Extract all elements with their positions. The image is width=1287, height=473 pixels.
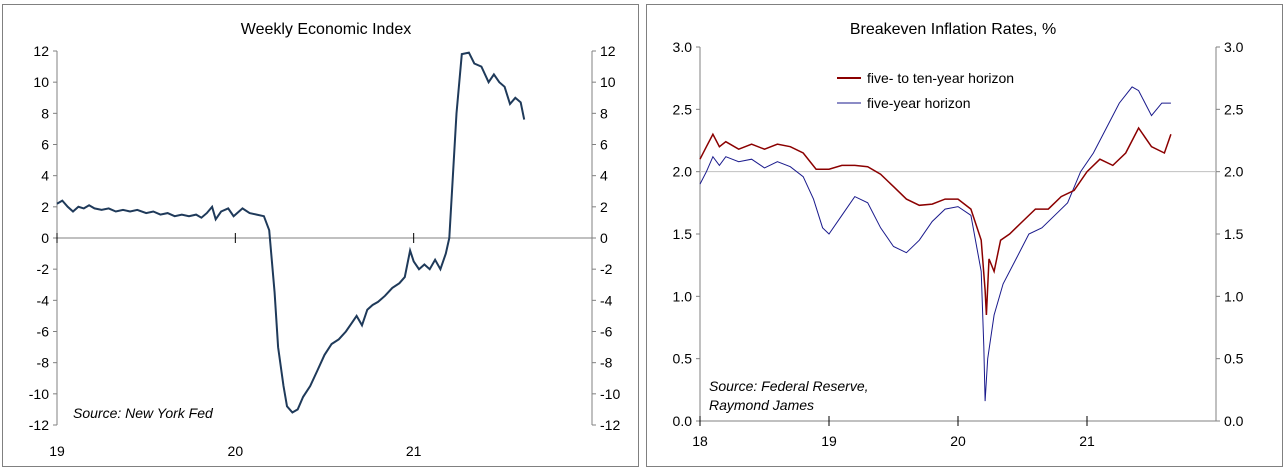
y-tick-label: 0.0 [673, 413, 693, 429]
y-tick-label: -8 [37, 355, 50, 371]
y-tick-label: 0.5 [673, 351, 693, 367]
y-tick-label: 0.5 [1224, 351, 1244, 367]
x-tick-labels: 19 20 21 [49, 443, 421, 459]
y-tick-label: -10 [29, 386, 49, 402]
y-tick-label: -4 [600, 292, 613, 308]
y-tick-label: 2.0 [1224, 164, 1244, 180]
y-tick-label: -6 [37, 324, 50, 340]
chart-title: Breakeven Inflation Rates, % [850, 21, 1056, 38]
y-tick-label: 2.5 [673, 101, 693, 117]
y-tick-label: 3.0 [1224, 39, 1244, 55]
y-tick-label: 1.0 [673, 288, 693, 304]
axes [696, 46, 1220, 426]
x-tick-label: 20 [950, 433, 966, 449]
y-tick-label: 6 [600, 137, 608, 153]
y-tick-label: 4 [41, 168, 49, 184]
x-tick-label: 18 [692, 433, 708, 449]
y-tick-label: 8 [600, 105, 608, 121]
right-y-tick-labels: 12 10 8 6 4 2 0 -2 -4 -6 -8 -10 -12 [600, 43, 620, 433]
x-tick-label: 19 [821, 433, 837, 449]
legend-label-five-year: five-year horizon [867, 95, 971, 111]
five-to-ten-year-series-line [699, 126, 1172, 316]
weekly-economic-index-panel: Weekly Economic Index 12 10 8 6 4 2 0 -2 -4 -6 -8-… [2, 4, 639, 467]
left-y-tick-labels: 3.0 2.5 2.0 1.5 1.0 0.5 0.0 [673, 39, 693, 429]
left-y-tick-labels: 12 10 8 6 4 2 0 -2 -4 -6 -8 -10 -12 [29, 43, 49, 433]
right-y-tick-labels: 3.0 2.5 2.0 1.5 1.0 0.5 0.0 [1224, 39, 1244, 429]
y-tick-label: 0 [41, 230, 49, 246]
y-tick-label: -4 [37, 292, 50, 308]
y-tick-label: -6 [600, 324, 613, 340]
y-tick-label: 12 [600, 43, 616, 59]
y-tick-label: 10 [33, 74, 49, 90]
legend: five- to ten-year horizon five-year hori… [837, 70, 1014, 111]
breakeven-inflation-panel: Breakeven Inflation Rates, % 3.0 2.5 2.0 1.… [646, 4, 1283, 467]
y-tick-label: 1.5 [1224, 226, 1244, 242]
x-tick-labels: 18 19 20 21 [692, 433, 1095, 449]
x-tick-label: 21 [1079, 433, 1095, 449]
wei-series-line [56, 51, 526, 414]
legend-label-five-to-ten: five- to ten-year horizon [867, 70, 1014, 86]
y-tick-label: 1.0 [1224, 288, 1244, 304]
x-tick-label: 21 [406, 443, 422, 459]
source-note-line-2: Raymond James [709, 397, 814, 413]
y-tick-label: 2.0 [673, 164, 693, 180]
chart-title: Weekly Economic Index [241, 21, 411, 38]
y-tick-label: 4 [600, 168, 608, 184]
axes [53, 50, 596, 426]
y-tick-label: 0.0 [1224, 413, 1244, 429]
x-tick-label: 20 [228, 443, 244, 459]
y-tick-label: -2 [600, 261, 613, 277]
source-note: Source: New York Fed [73, 405, 214, 421]
five-year-series-line [699, 86, 1171, 402]
y-tick-label: 8 [41, 105, 49, 121]
y-tick-label: 0 [600, 230, 608, 246]
y-tick-label: 2.5 [1224, 101, 1244, 117]
y-tick-label: 2 [41, 199, 49, 215]
y-tick-label: -10 [600, 386, 620, 402]
y-tick-label: -2 [37, 261, 50, 277]
y-tick-label: 3.0 [673, 39, 693, 55]
breakeven-inflation-chart: Breakeven Inflation Rates, % 3.0 2.5 2.0 1.… [673, 21, 1244, 449]
y-tick-label: -8 [600, 355, 613, 371]
x-tick-label: 19 [49, 443, 65, 459]
y-tick-label: 2 [600, 199, 608, 215]
y-tick-label: 1.5 [673, 226, 693, 242]
y-tick-label: 6 [41, 137, 49, 153]
y-tick-label: 12 [33, 43, 49, 59]
weekly-economic-index-chart: Weekly Economic Index 121086420-2-4-6-8-… [29, 21, 621, 459]
y-tick-label: -12 [29, 417, 49, 433]
source-note-line-1: Source: Federal Reserve, [709, 378, 869, 394]
y-tick-label: 10 [600, 74, 616, 90]
y-tick-label: -12 [600, 417, 620, 433]
